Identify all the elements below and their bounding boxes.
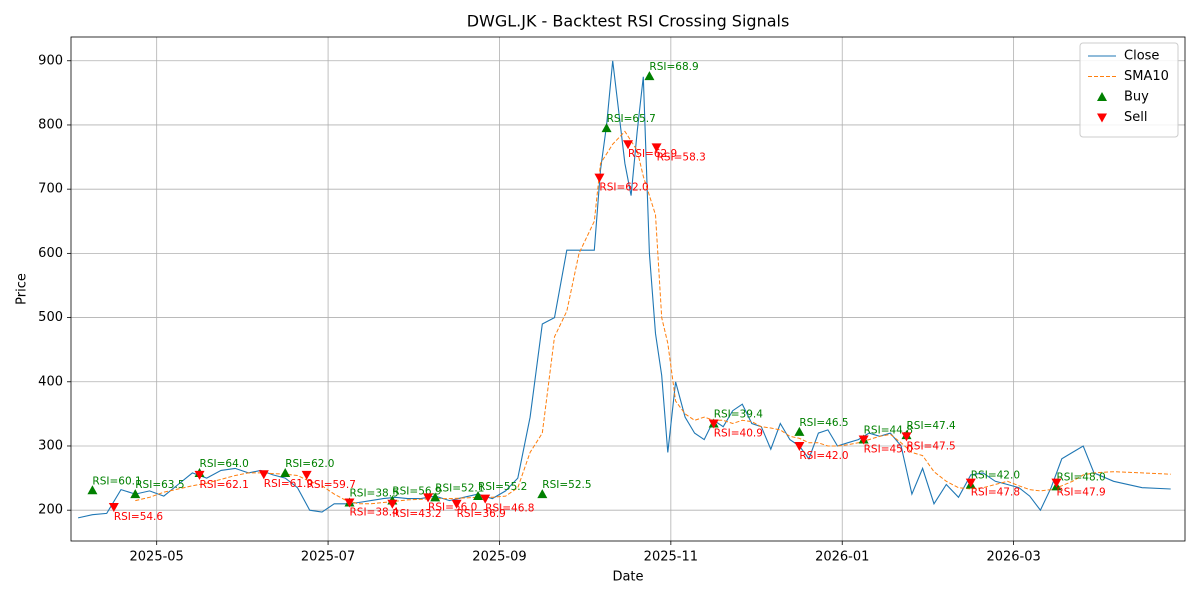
signal-marker (965, 478, 976, 488)
signal-label: RSI=39.4 (714, 409, 764, 421)
signal-label: RSI=48.0 (1056, 471, 1105, 483)
signal-marker (194, 470, 205, 480)
signal-marker (651, 143, 662, 153)
legend-swatch (1097, 92, 1107, 101)
signal-marker (344, 498, 355, 508)
signal-label: RSI=65.7 (607, 113, 656, 125)
signal-marker (451, 499, 462, 509)
x-tick-label: 2025-09 (472, 550, 526, 565)
y-tick-label: 900 (38, 53, 63, 68)
signal-label: RSI=47.5 (907, 440, 956, 452)
signal-marker (537, 489, 548, 499)
y-tick-label: 600 (38, 246, 63, 261)
signal-marker (87, 485, 98, 495)
signal-label: RSI=55.2 (478, 481, 527, 493)
signal-marker (258, 470, 269, 480)
signal-label: RSI=46.5 (799, 417, 848, 429)
signal-label: RSI=46.8 (485, 503, 534, 515)
signal-label: RSI=52.1 (435, 482, 484, 494)
signal-label: RSI=56.0 (428, 501, 477, 513)
signal-marker (387, 499, 398, 509)
x-tick-label: 2025-07 (301, 550, 355, 565)
x-tick-label: 2026-03 (986, 550, 1040, 565)
signal-label: RSI=58.3 (657, 151, 706, 163)
signal-label: RSI=52.5 (542, 479, 591, 491)
y-axis-label: Price (15, 273, 30, 305)
legend-label: Sell (1124, 110, 1147, 125)
signal-label: RSI=54.6 (114, 511, 164, 523)
signal-marker (858, 435, 869, 445)
signal-label: RSI=38.4 (350, 506, 400, 518)
signal-label: RSI=42.0 (799, 450, 848, 462)
y-tick-label: 200 (38, 503, 63, 518)
signal-label: RSI=63.5 (135, 479, 184, 491)
signal-label: RSI=45.0 (864, 444, 913, 456)
signal-marker (601, 123, 612, 133)
signal-label: RSI=62.1 (200, 479, 249, 491)
signal-label: RSI=36.9 (457, 508, 506, 520)
line-series (77, 60, 1171, 519)
signal-marker (480, 494, 491, 504)
y-tick-label: 300 (38, 438, 63, 453)
x-axis-label: Date (612, 570, 643, 585)
x-tick-label: 2026-01 (815, 550, 869, 565)
signal-label: RSI=42.0 (971, 470, 1020, 482)
signal-label: RSI=62.0 (285, 458, 334, 470)
signal-marker (901, 432, 912, 442)
legend-label: SMA10 (1124, 69, 1169, 84)
legend-label: Close (1124, 49, 1159, 64)
signal-marker (280, 467, 291, 477)
signal-label: RSI=47.4 (907, 420, 957, 432)
signal-marker (623, 140, 633, 150)
y-tick-label: 500 (38, 310, 63, 325)
signal-label: RSI=59.7 (307, 479, 356, 491)
signal-label: RSI=47.8 (971, 487, 1020, 499)
signal-label: RSI=64.0 (200, 458, 249, 470)
signal-marker (108, 502, 119, 512)
y-tick-label: 700 (38, 182, 63, 197)
legend-swatch (1097, 113, 1107, 123)
signal-marker (301, 470, 312, 480)
signal-marker (644, 71, 655, 81)
signal-label: RSI=62.0 (599, 182, 648, 194)
signal-marker (794, 441, 805, 451)
signal-label: RSI=61.9 (264, 478, 313, 490)
chart-title: DWGL.JK - Backtest RSI Crossing Signals (467, 12, 790, 31)
signal-marker (473, 491, 484, 501)
y-tick-label: 400 (38, 374, 63, 389)
signal-marker (594, 173, 605, 183)
signal-marker (1051, 478, 1062, 488)
signal-label: RSI=38.5 (350, 487, 399, 499)
signal-marker (794, 426, 805, 436)
signal-marker (708, 419, 719, 429)
signal-label: RSI=60.1 (92, 475, 141, 487)
signal-label: RSI=62.9 (628, 148, 677, 160)
legend-label: Buy (1124, 90, 1149, 105)
signal-label: RSI=44.8 (864, 425, 913, 437)
signal-marker (130, 489, 141, 499)
plot-frame (70, 36, 1186, 542)
signal-marker (430, 492, 441, 502)
x-tick-label: 2025-11 (644, 550, 698, 565)
line-series (135, 130, 1171, 505)
y-tick-label: 800 (38, 117, 63, 132)
signal-label: RSI=40.9 (714, 428, 763, 440)
signal-label: RSI=47.9 (1056, 487, 1105, 499)
signal-label: RSI=68.9 (649, 61, 698, 73)
x-tick-label: 2025-05 (130, 550, 184, 565)
signal-label: RSI=43.2 (392, 508, 441, 520)
signal-marker (423, 493, 434, 503)
